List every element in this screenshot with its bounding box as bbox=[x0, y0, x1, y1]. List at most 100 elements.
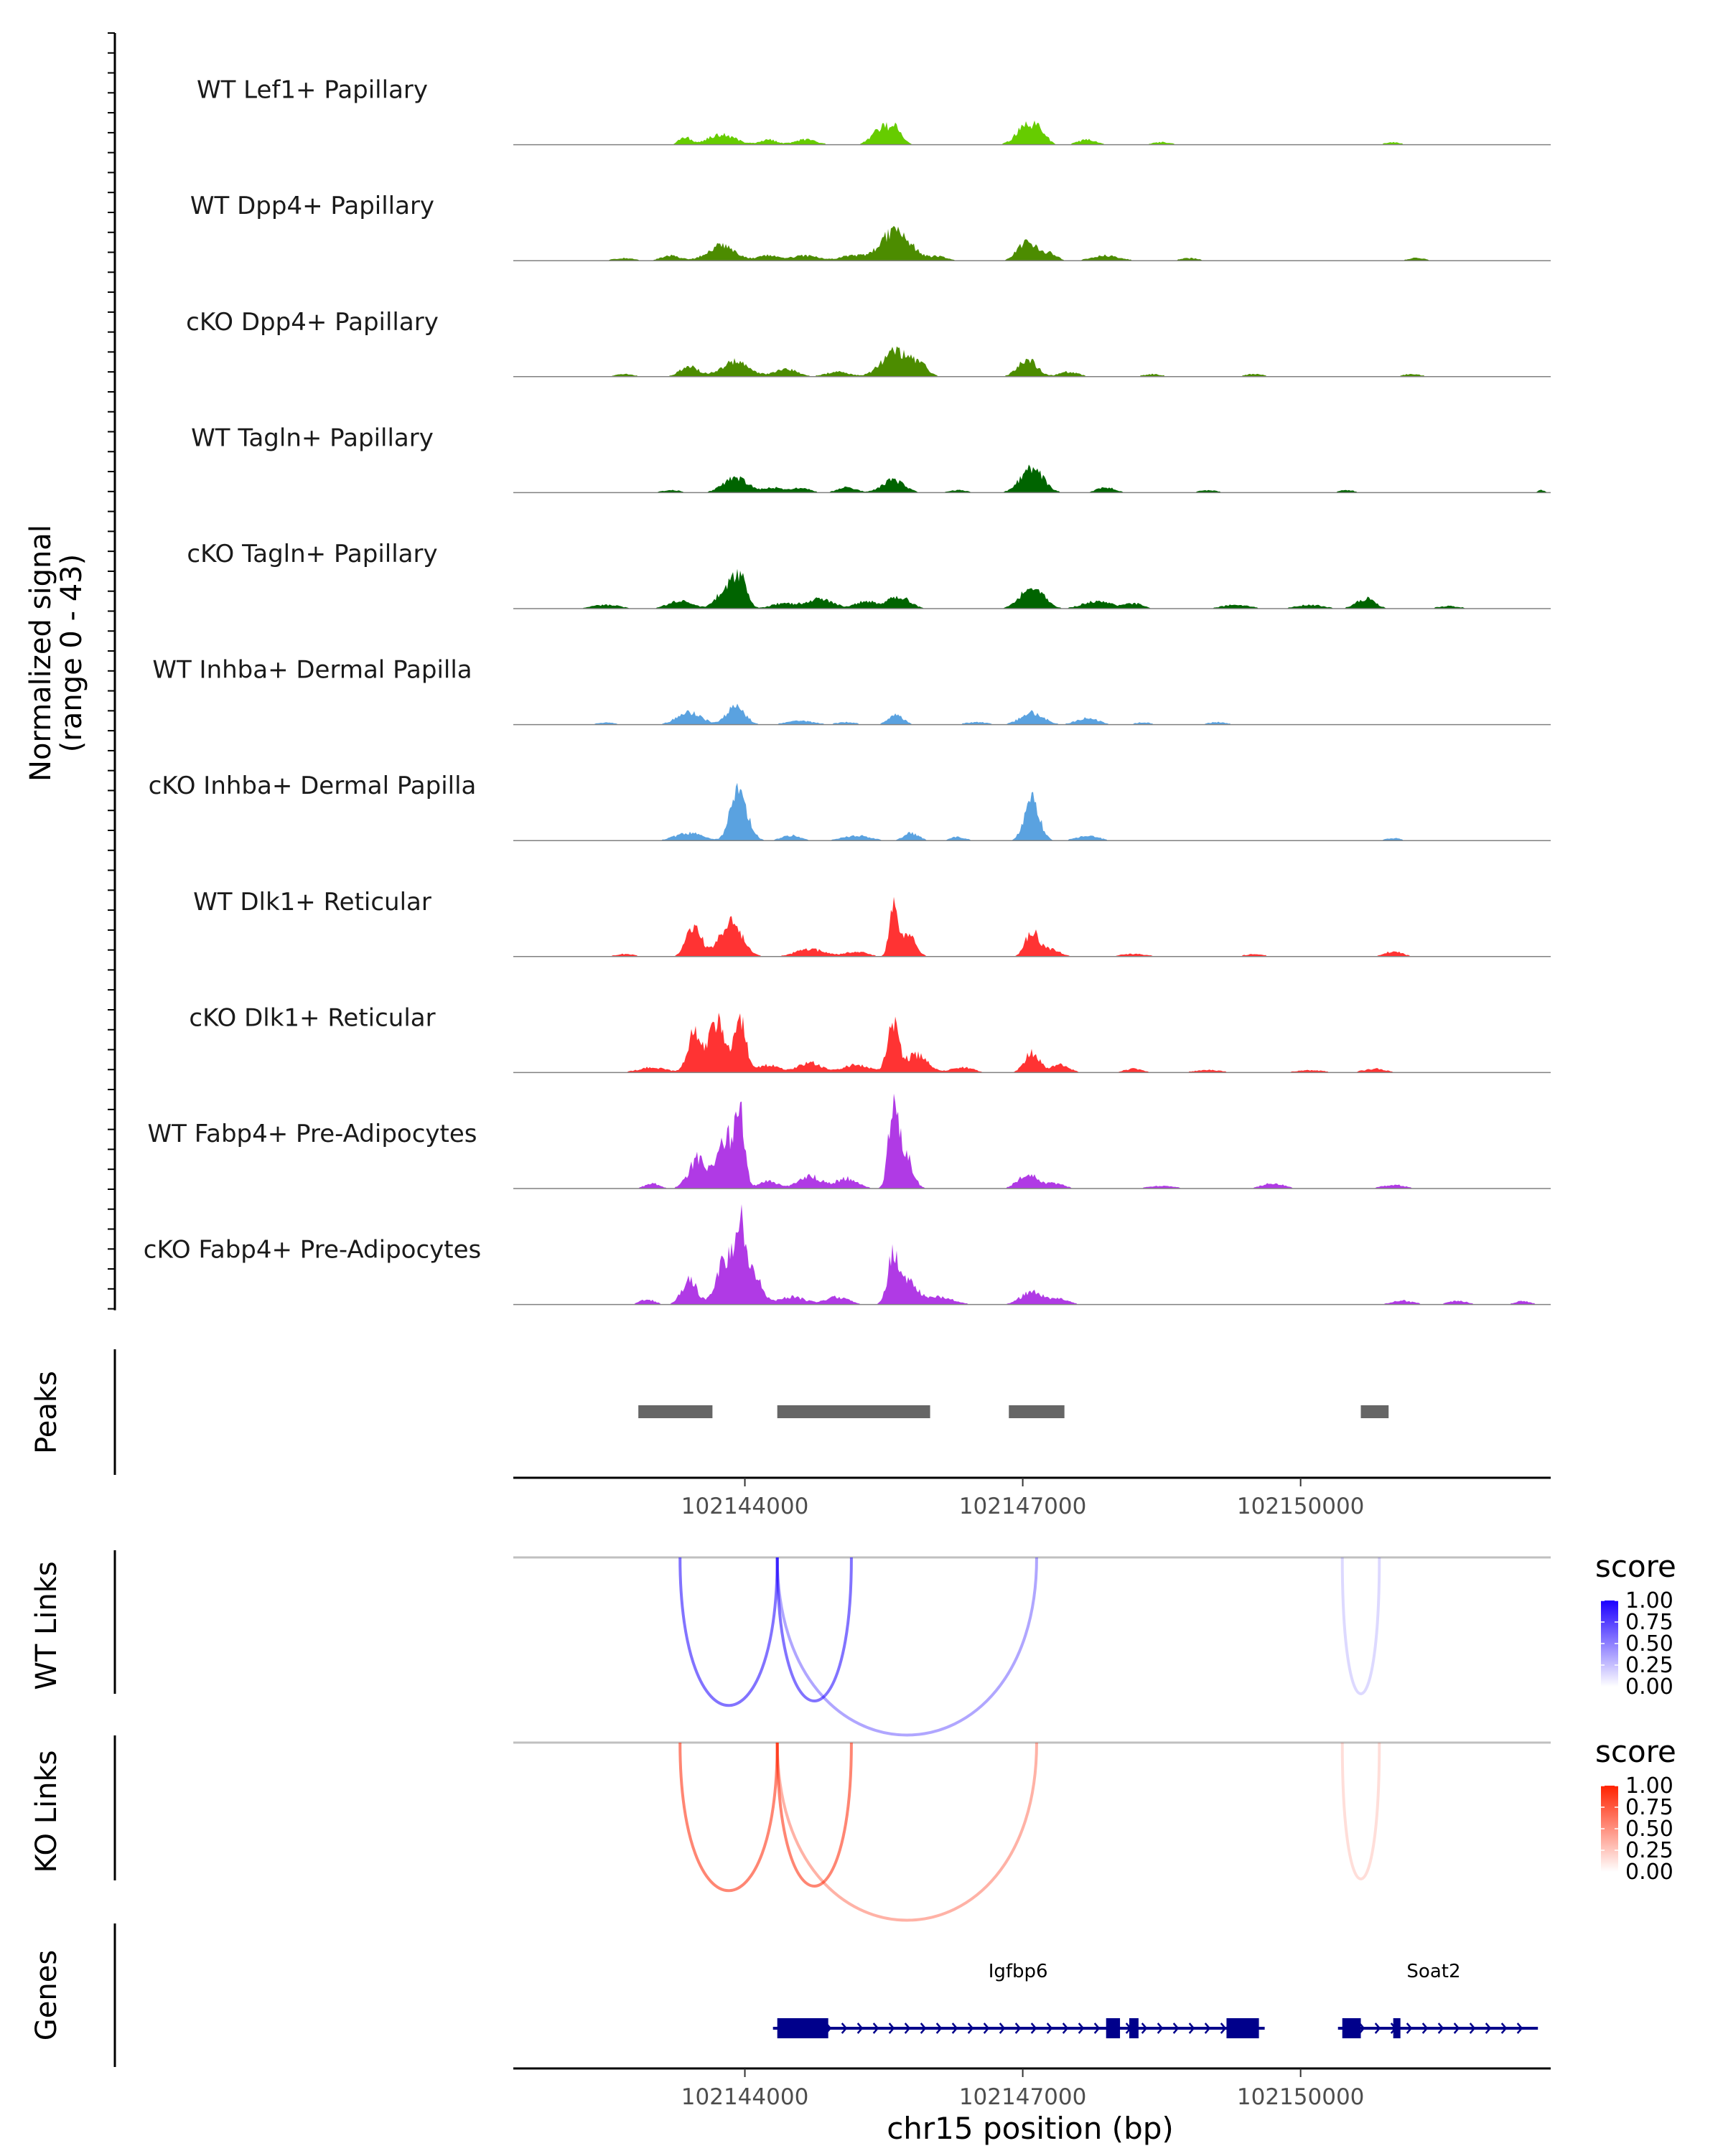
track-label: WT Dpp4+ Papillary bbox=[190, 192, 434, 220]
coverage-track: WT Dpp4+ Papillary bbox=[190, 192, 1551, 261]
strand-arrow bbox=[1437, 2023, 1444, 2034]
link-arc bbox=[775, 1742, 853, 1888]
strand-arrow bbox=[888, 2023, 895, 2034]
strand-arrow bbox=[967, 2023, 974, 2034]
peaks-label: Peaks bbox=[30, 1371, 63, 1454]
strand-arrow bbox=[1141, 2023, 1148, 2034]
strand-arrow bbox=[1030, 2023, 1037, 2034]
legend-tick-label: 0.00 bbox=[1625, 1860, 1673, 1885]
axis-tick-label: 102144000 bbox=[681, 1494, 809, 1519]
strand-arrow bbox=[1374, 2023, 1381, 2034]
link-arc bbox=[775, 1557, 1038, 1737]
peak-region bbox=[638, 1405, 713, 1418]
legend-tick-label: 0.50 bbox=[1625, 1631, 1673, 1656]
peak-regions bbox=[638, 1405, 1389, 1418]
gene-exon bbox=[1226, 2018, 1259, 2038]
strand-arrow bbox=[1358, 2023, 1365, 2034]
position-axis-top: 102144000 102147000 102150000 bbox=[513, 1476, 1551, 1519]
strand-arrow bbox=[1157, 2023, 1164, 2034]
legend-tick-label: 0.75 bbox=[1625, 1610, 1673, 1635]
strand-arrow bbox=[1453, 2023, 1460, 2034]
legend-tick-label: 1.00 bbox=[1625, 1588, 1673, 1613]
legend-tick-label: 0.25 bbox=[1625, 1653, 1673, 1678]
strand-arrow bbox=[1421, 2023, 1429, 2034]
signal-area bbox=[513, 346, 1551, 377]
coverage-ylabel-range: (range 0 - 43) bbox=[55, 554, 88, 752]
strand-arrow bbox=[1188, 2023, 1195, 2034]
link-arc bbox=[1340, 1557, 1381, 1695]
signal-area bbox=[513, 1093, 1551, 1189]
link-arc bbox=[678, 1742, 779, 1892]
signal-area bbox=[513, 1204, 1551, 1305]
signal-area bbox=[513, 120, 1551, 145]
link-arc bbox=[1340, 1742, 1381, 1880]
gene-models: Igfbp6 Soat2 bbox=[772, 1961, 1538, 2038]
gene-model: Soat2 bbox=[1337, 1961, 1538, 2038]
coverage-track: cKO Fabp4+ Pre-Adipocytes bbox=[144, 1204, 1551, 1306]
legend-tick-label: 0.00 bbox=[1625, 1674, 1673, 1700]
coverage-tracks: WT Lef1+ Papillary WT Dpp4+ Papillary cKO … bbox=[144, 76, 1551, 1306]
signal-area bbox=[513, 782, 1551, 841]
strand-arrow bbox=[856, 2023, 864, 2034]
gene-label: Igfbp6 bbox=[989, 1961, 1048, 1982]
signal-area bbox=[513, 896, 1551, 957]
track-label: cKO Tagln+ Papillary bbox=[187, 540, 437, 568]
track-label: cKO Dlk1+ Reticular bbox=[189, 1003, 435, 1032]
gene-model: Igfbp6 bbox=[772, 1961, 1265, 2038]
track-label: WT Dlk1+ Reticular bbox=[193, 888, 431, 917]
signal-area bbox=[513, 568, 1551, 609]
strand-arrow bbox=[1204, 2023, 1211, 2034]
coverage-track: WT Tagln+ Papillary bbox=[191, 423, 1551, 494]
gene-exon bbox=[1342, 2018, 1361, 2038]
strand-arrow bbox=[904, 2023, 911, 2034]
wt-links-panel: WT Links score 1.000.750.500.250.00 bbox=[30, 1549, 1676, 1737]
axis-tick-label: 102147000 bbox=[959, 2084, 1087, 2110]
strand-arrow bbox=[920, 2023, 927, 2034]
strand-arrow bbox=[1406, 2023, 1413, 2034]
gene-exon bbox=[1393, 2018, 1401, 2038]
track-label: cKO Fabp4+ Pre-Adipocytes bbox=[144, 1236, 482, 1265]
signal-area bbox=[513, 1013, 1551, 1073]
strand-arrow bbox=[1469, 2023, 1476, 2034]
legend-tick-label: 0.75 bbox=[1625, 1795, 1673, 1820]
strand-arrow bbox=[1516, 2023, 1523, 2034]
coverage-track: WT Lef1+ Papillary bbox=[197, 76, 1551, 146]
axis-tick-label: 102147000 bbox=[959, 1494, 1087, 1519]
position-axis-bottom: 102144000 102147000 102150000 bbox=[513, 2067, 1551, 2110]
link-arc bbox=[678, 1557, 779, 1707]
legend-tick-label: 1.00 bbox=[1625, 1773, 1673, 1799]
signal-area bbox=[513, 225, 1551, 261]
signal-area bbox=[513, 703, 1551, 725]
axis-tick-label: 102150000 bbox=[1237, 2084, 1365, 2110]
strand-arrow bbox=[1093, 2023, 1101, 2034]
links-label: WT Links bbox=[30, 1561, 63, 1689]
gene-exon bbox=[1129, 2018, 1139, 2038]
coverage-track: WT Dlk1+ Reticular bbox=[193, 888, 1551, 957]
track-label: WT Tagln+ Papillary bbox=[191, 423, 434, 452]
coverage-track: cKO Tagln+ Papillary bbox=[187, 540, 1551, 609]
strand-arrow bbox=[983, 2023, 990, 2034]
coverage-track: cKO Dpp4+ Papillary bbox=[186, 308, 1551, 378]
strand-arrow bbox=[999, 2023, 1006, 2034]
coverage-track: cKO Dlk1+ Reticular bbox=[189, 1003, 1551, 1074]
peak-region bbox=[1360, 1405, 1389, 1418]
track-label: cKO Dpp4+ Papillary bbox=[186, 308, 439, 337]
legend-tick-label: 0.25 bbox=[1625, 1838, 1673, 1863]
gene-exon bbox=[777, 2018, 828, 2038]
gene-label: Soat2 bbox=[1406, 1961, 1460, 1982]
links-label: KO Links bbox=[30, 1750, 63, 1873]
link-arc bbox=[775, 1557, 853, 1702]
strand-arrow bbox=[935, 2023, 943, 2034]
strand-arrow bbox=[1046, 2023, 1053, 2034]
strand-arrow bbox=[841, 2023, 848, 2034]
signal-area bbox=[513, 464, 1551, 493]
legend-tick-label: 0.50 bbox=[1625, 1817, 1673, 1842]
strand-arrow bbox=[1062, 2023, 1069, 2034]
ko-links-panel: KO Links score 1.000.750.500.250.00 bbox=[30, 1734, 1676, 1922]
track-label: WT Fabp4+ Pre-Adipocytes bbox=[148, 1120, 477, 1148]
coverage-track: WT Fabp4+ Pre-Adipocytes bbox=[148, 1093, 1551, 1189]
track-label: cKO Inhba+ Dermal Papilla bbox=[149, 772, 477, 800]
strand-arrow bbox=[1485, 2023, 1492, 2034]
